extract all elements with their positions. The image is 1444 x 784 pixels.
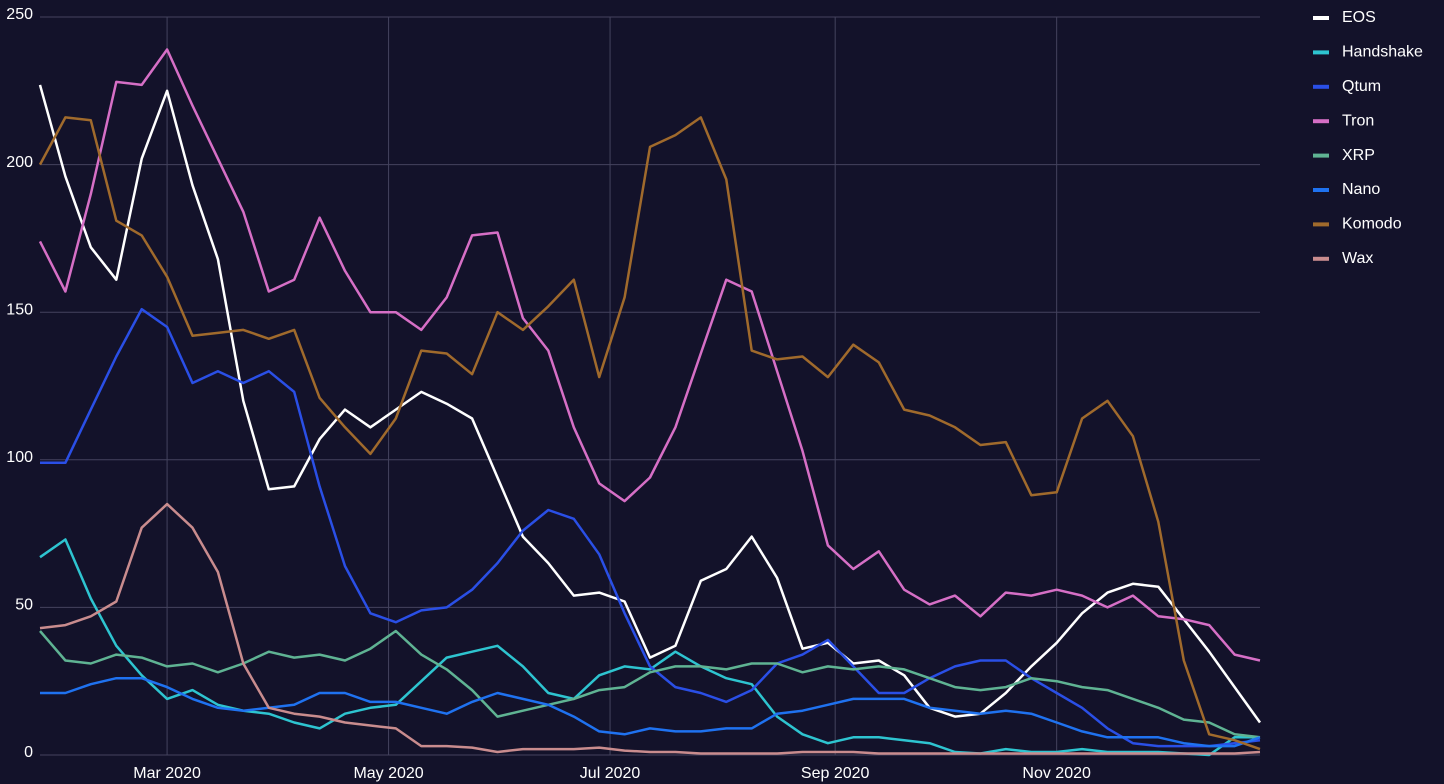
y-tick-label: 250 [6, 6, 33, 23]
legend-label: EOS [1342, 9, 1376, 26]
series-line [39, 538, 1260, 757]
legend-label: Tron [1342, 112, 1374, 129]
x-tick-label: Sep 2020 [801, 765, 870, 782]
legend-label: XRP [1342, 147, 1375, 164]
series-line [40, 307, 1261, 748]
series-line [39, 502, 1261, 755]
series-line [39, 629, 1261, 739]
series-line [40, 676, 1261, 748]
x-tick-label: Nov 2020 [1022, 765, 1091, 782]
x-tick-label: May 2020 [353, 765, 423, 782]
y-tick-label: 50 [15, 597, 33, 614]
series-line [38, 48, 1261, 662]
x-tick-label: Jul 2020 [580, 765, 641, 782]
y-tick-label: 150 [6, 301, 33, 318]
y-tick-label: 0 [24, 744, 33, 761]
x-tick-label: Mar 2020 [133, 765, 201, 782]
legend-label: Nano [1342, 181, 1380, 198]
legend-label: Qtum [1342, 78, 1381, 95]
y-tick-label: 100 [6, 449, 33, 466]
legend-label: Handshake [1342, 44, 1423, 61]
series-line [38, 116, 1261, 751]
legend-label: Komodo [1342, 216, 1402, 233]
y-tick-label: 200 [6, 154, 33, 171]
legend-label: Wax [1342, 250, 1373, 267]
series-line [38, 84, 1262, 724]
